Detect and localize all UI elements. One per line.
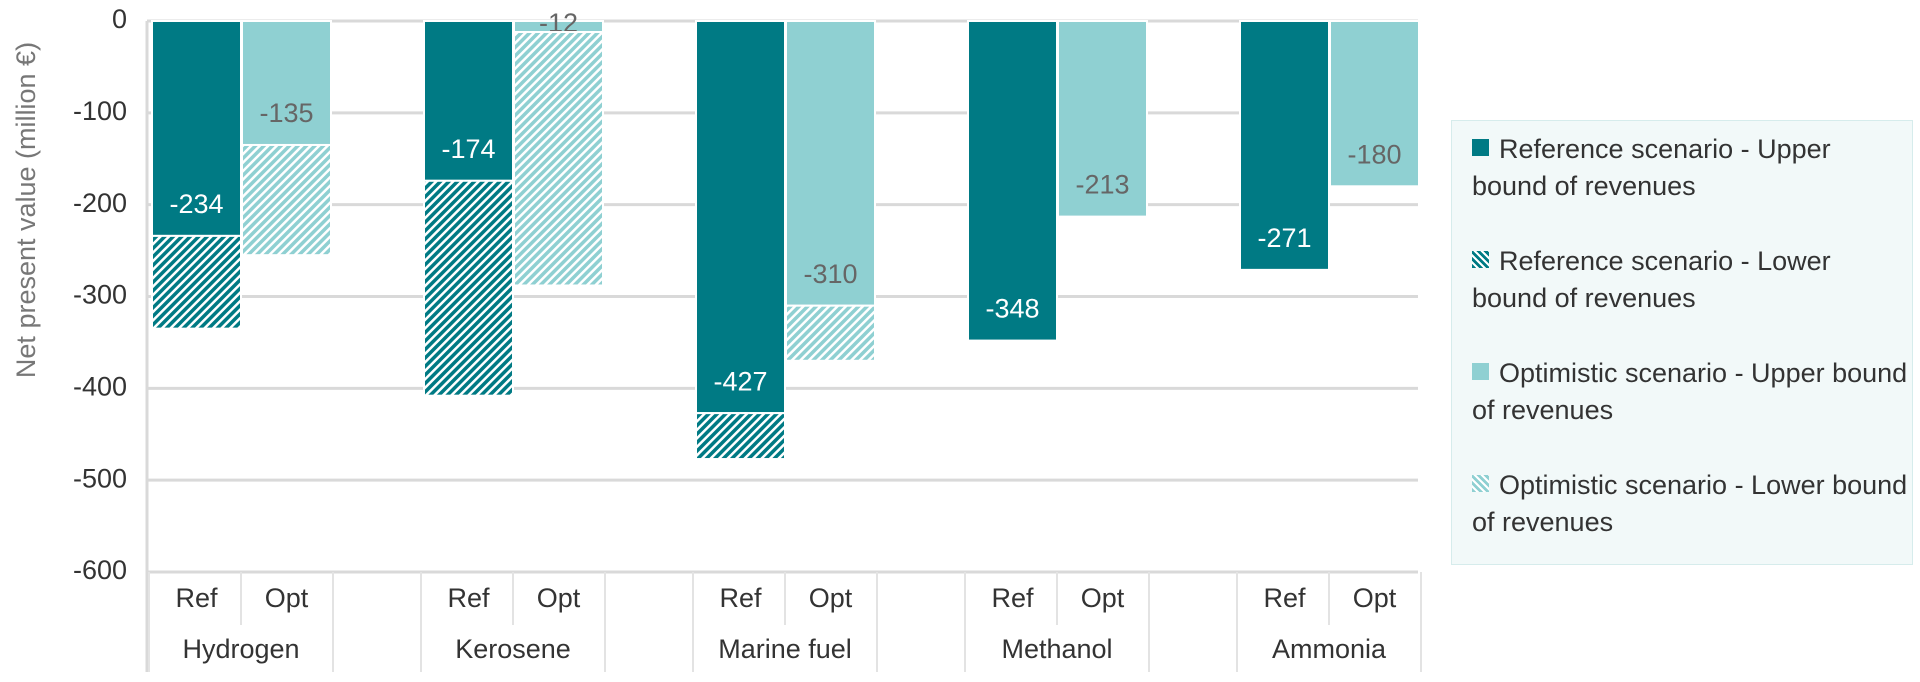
data-label: -180	[1347, 139, 1401, 169]
sub-category-label: Ref	[175, 583, 218, 613]
legend-entry: Reference scenario - Upper bound of reve…	[1472, 131, 1912, 205]
data-label: -135	[259, 98, 313, 128]
legend-swatch	[1472, 363, 1489, 380]
data-label: -234	[169, 189, 223, 219]
legend: Reference scenario - Upper bound of reve…	[1451, 120, 1913, 565]
data-label: -271	[1257, 223, 1311, 253]
data-label: -348	[985, 294, 1039, 324]
bar	[151, 234, 242, 330]
category-label: Ammonia	[1272, 634, 1387, 664]
bar	[241, 143, 332, 257]
legend-label: Reference scenario - Upper bound of reve…	[1472, 134, 1831, 201]
y-tick-label: -400	[73, 371, 127, 401]
legend-label: Reference scenario - Lower bound of reve…	[1472, 246, 1831, 313]
bar	[785, 304, 876, 362]
category-label: Marine fuel	[718, 634, 852, 664]
bar	[695, 412, 786, 461]
legend-swatch	[1472, 139, 1489, 156]
legend-swatch	[1472, 475, 1489, 492]
bar	[513, 31, 604, 287]
legend-entry: Reference scenario - Lower bound of reve…	[1472, 243, 1912, 317]
data-label: -310	[803, 259, 857, 289]
category-label: Hydrogen	[182, 634, 299, 664]
sub-category-label: Ref	[719, 583, 762, 613]
category-label: Methanol	[1001, 634, 1112, 664]
y-tick-label: -100	[73, 96, 127, 126]
y-tick-label: -600	[73, 555, 127, 585]
sub-category-label: Ref	[991, 583, 1034, 613]
legend-label: Optimistic scenario - Upper bound of rev…	[1472, 358, 1908, 425]
sub-category-label: Opt	[1081, 583, 1125, 613]
bar	[967, 20, 1058, 342]
data-label: -427	[713, 366, 767, 396]
sub-category-label: Opt	[809, 583, 853, 613]
y-tick-label: 0	[112, 4, 127, 34]
bar	[1329, 20, 1420, 188]
bar	[695, 20, 786, 415]
data-label: -174	[441, 134, 495, 164]
y-tick-label: -300	[73, 280, 127, 310]
sub-category-label: Opt	[537, 583, 581, 613]
sub-category-label: Opt	[1353, 583, 1397, 613]
legend-entry: Optimistic scenario - Lower bound of rev…	[1472, 467, 1912, 541]
bar	[241, 20, 332, 146]
sub-category-label: Ref	[1263, 583, 1306, 613]
sub-category-label: Ref	[447, 583, 490, 613]
y-tick-label: -200	[73, 188, 127, 218]
y-axis-label: Net present value (million €)	[11, 42, 41, 378]
data-label: -213	[1075, 170, 1129, 200]
bar	[785, 20, 876, 307]
bar	[423, 179, 514, 397]
legend-swatch	[1472, 251, 1489, 268]
legend-label: Optimistic scenario - Lower bound of rev…	[1472, 470, 1908, 537]
legend-entry: Optimistic scenario - Upper bound of rev…	[1472, 355, 1912, 429]
y-tick-label: -500	[73, 463, 127, 493]
bar	[1057, 20, 1148, 218]
sub-category-label: Opt	[265, 583, 309, 613]
category-label: Kerosene	[455, 634, 571, 664]
